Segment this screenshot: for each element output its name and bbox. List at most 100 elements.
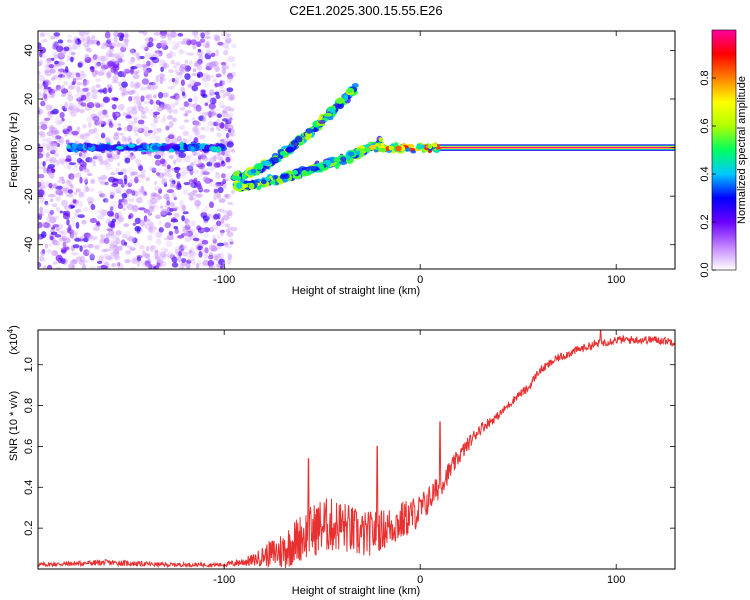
spectrogram-cell (217, 186, 224, 194)
spectrogram-cell (230, 43, 237, 49)
spectrogram-cell (126, 203, 134, 211)
snr-ytick-label: 1.0 (23, 357, 35, 372)
spectrogram-cell (145, 223, 152, 231)
spectrogram-cell (116, 127, 122, 131)
spectrogram-cell (115, 167, 120, 174)
spectrogram-cell (64, 105, 69, 111)
spectrogram-cell (156, 262, 160, 267)
spectrogram-cell (226, 114, 233, 122)
spectrogram-cell (183, 113, 188, 117)
spectrogram-cell (189, 247, 195, 252)
spectrogram-cell (113, 31, 120, 38)
spectrogram-cell (170, 181, 175, 188)
spectrogram-cell (229, 96, 235, 101)
spectrogram-cell (190, 39, 197, 46)
spectrogram-cell (80, 102, 87, 107)
spectrogram-cell (173, 166, 181, 171)
spectrogram-cell (93, 156, 98, 160)
spectrogram-cell (154, 50, 162, 54)
spectrogram-cell (59, 176, 65, 181)
spectrogram-cell (168, 69, 174, 74)
spectrogram-cell (141, 124, 146, 129)
spectrogram-cell (143, 46, 149, 52)
spectrogram-cell (38, 200, 43, 204)
spectrogram-cell (80, 110, 85, 114)
spectrogram-cell (91, 85, 96, 92)
spectrogram-cell (184, 224, 191, 231)
spectrogram-cell (158, 227, 164, 233)
spectrogram-cell (142, 144, 148, 149)
spectrogram-cell (221, 31, 229, 37)
spectrogram-cell (154, 249, 159, 254)
snr-multiplier-close: ) (8, 325, 20, 329)
spectrogram-cell (187, 192, 195, 197)
spectrogram-cell (193, 62, 199, 67)
spectrogram-cell (215, 263, 222, 268)
spectrogram-cell (65, 193, 74, 198)
spectrogram-cell (171, 117, 177, 122)
spectrogram-cell (79, 34, 86, 42)
spectrogram-cell (76, 85, 81, 93)
spectrogram-cell (193, 169, 200, 174)
spectrogram-cell (172, 207, 178, 212)
spectrogram-cell (222, 93, 226, 99)
spectrogram-cell (67, 164, 72, 171)
spectrogram-cell (47, 168, 52, 176)
spectrogram-cell (61, 229, 67, 236)
spectrogram-cell (222, 50, 229, 56)
spectrogram-cell (158, 59, 166, 67)
spectrogram-cell (57, 179, 62, 184)
spectrogram-cell (76, 143, 85, 150)
spectrogram-cell (68, 224, 72, 231)
spectrogram-cell (173, 212, 180, 218)
spectrogram-xtick-label: 100 (607, 274, 625, 286)
spectrogram-cell (59, 210, 63, 214)
spectrogram-cell (45, 158, 50, 163)
spectrogram-cell (148, 37, 154, 43)
spectrogram-cell (204, 31, 211, 36)
spectrogram-cell (137, 105, 144, 112)
spectrogram-cell (100, 68, 107, 76)
spectrogram-cell (94, 210, 102, 214)
spectrogram-cell (227, 201, 234, 206)
spectrogram-cell (38, 161, 42, 168)
spectrogram-cell (195, 41, 202, 48)
spectrogram-cell (190, 146, 195, 152)
spectrogram-cell (145, 177, 150, 182)
spectrogram-cell (149, 245, 154, 253)
spectrogram-cell (123, 223, 130, 228)
spectrogram-cell (227, 72, 234, 80)
spectrogram-cell (87, 121, 92, 128)
spectrogram-cell (155, 168, 162, 172)
spectrogram-cell (52, 143, 59, 147)
spectrogram-cell (171, 180, 176, 185)
spectrogram-cell (180, 262, 187, 267)
spectrogram-cell (184, 251, 191, 258)
spectrogram-cell (160, 66, 164, 73)
spectrogram-cell (95, 78, 102, 83)
spectrogram-cell (205, 62, 213, 70)
spectrogram-cell (148, 223, 154, 229)
spectrogram-cell (70, 184, 75, 189)
spectrogram-cell (121, 192, 128, 199)
spectrogram-cell (135, 95, 140, 100)
spectrogram-cell (78, 108, 86, 114)
spectrogram-cell (38, 131, 45, 136)
spectrogram-cell (168, 113, 173, 119)
spectrogram-cell (50, 149, 56, 155)
spectrogram-cell (123, 241, 128, 246)
spectrogram-cell (108, 246, 114, 251)
spectrogram-cell (79, 176, 83, 184)
spectrogram-cell (70, 232, 78, 240)
spectrogram-cell (123, 70, 127, 76)
spectrogram-cell (100, 44, 106, 49)
spectrogram-cell (137, 119, 145, 125)
spectrogram-cell (171, 46, 179, 50)
spectrogram-cell (212, 77, 218, 83)
spectrogram-cell (149, 198, 158, 205)
spectrogram-cell (66, 219, 70, 226)
spectrogram-cell (94, 132, 100, 140)
spectrogram-cell (120, 46, 127, 53)
spectrogram-cell (166, 212, 173, 216)
spectrogram-cell (123, 125, 131, 132)
